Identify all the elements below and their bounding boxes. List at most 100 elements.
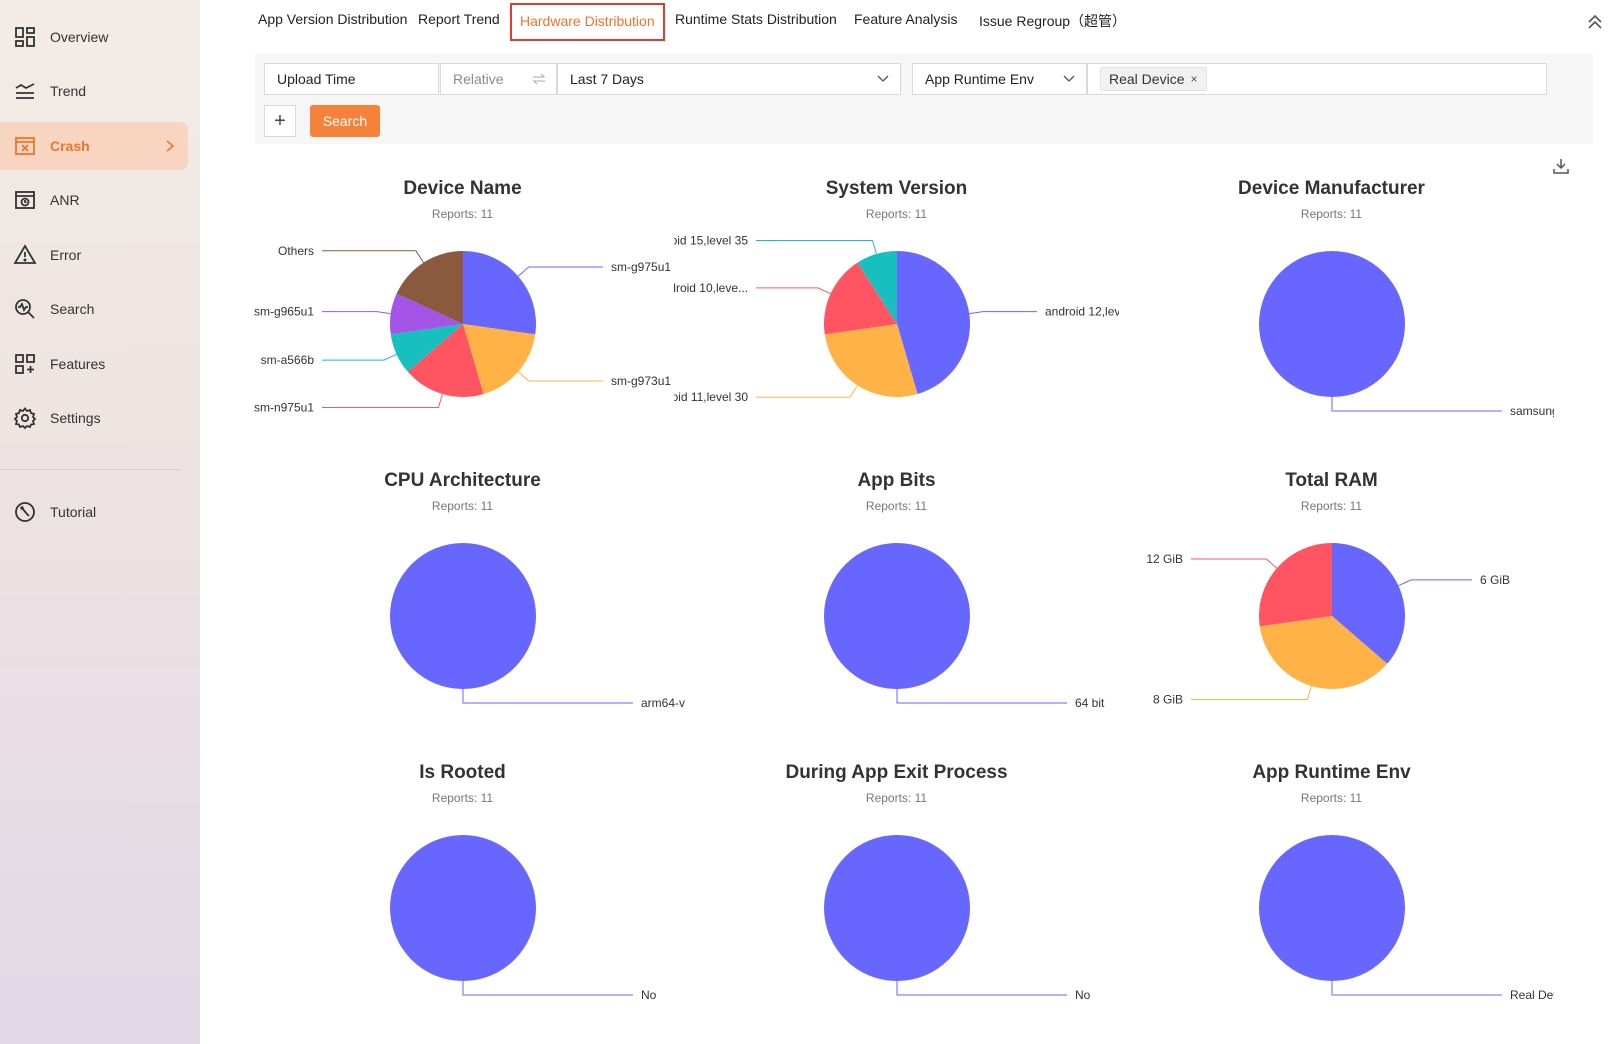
- pie-slice[interactable]: [897, 251, 970, 395]
- chart-title: Total RAM: [1285, 470, 1378, 491]
- sidebar-item-error[interactable]: Error: [0, 231, 188, 279]
- collapse-up-icon[interactable]: [1585, 12, 1605, 32]
- search-button[interactable]: Search: [310, 105, 380, 137]
- sidebar-item-overview[interactable]: Overview: [0, 13, 188, 61]
- pie-chart: Device Name Reports: 11 sm-g975u1 sm-g973u1…: [240, 176, 685, 466]
- pie-svg: sm-g975u1 sm-g973u1 sm-n975u1 sm-a566b sm-g9…: [254, 244, 671, 415]
- tab-runtime-stats-distribution[interactable]: Runtime Stats Distribution: [675, 11, 837, 27]
- pie-chart: Is Rooted Reports: 11 No: [240, 760, 685, 1044]
- pie-slice[interactable]: [857, 251, 897, 324]
- pie-slice-label: No: [641, 988, 657, 1002]
- pie-leader-line: [756, 240, 877, 255]
- sidebar-item-label: Settings: [50, 410, 101, 426]
- pie-slice[interactable]: [390, 543, 536, 689]
- tab-report-trend[interactable]: Report Trend: [418, 11, 500, 27]
- sidebar-item-label: Tutorial: [50, 504, 97, 520]
- search-icon: [15, 299, 35, 319]
- download-icon[interactable]: [1551, 156, 1571, 176]
- pie-slice-label: sm-g975u1: [611, 260, 671, 274]
- pie-slice[interactable]: [824, 262, 897, 335]
- chart-subtitle: Reports: 11: [865, 207, 928, 221]
- tab-hardware-distribution[interactable]: Hardware Distribution: [510, 3, 665, 41]
- pie-slice-label: sm-g965u1: [254, 305, 314, 319]
- sidebar-item-label: Overview: [50, 29, 109, 45]
- pie-slice[interactable]: [390, 293, 463, 335]
- sidebar-item-features[interactable]: Features: [0, 340, 188, 388]
- pie-slice[interactable]: [1259, 251, 1405, 397]
- dashboard-icon: [15, 27, 35, 47]
- chart-subtitle: Reports: 11: [1300, 791, 1363, 805]
- pie-leader-line: [322, 250, 424, 263]
- pie-svg: android 12,lev... android 11,level 30 andr…: [674, 234, 1119, 405]
- chart-subtitle: Reports: 11: [431, 207, 494, 221]
- pie-slice-label: android 10,leve...: [674, 281, 748, 295]
- pie-leader-line: [462, 689, 633, 704]
- sidebar-item-search[interactable]: Search: [0, 285, 188, 333]
- chart-title: System Version: [825, 178, 968, 199]
- chevron-down-icon: [877, 75, 889, 82]
- tab-app-version-distribution[interactable]: App Version Distribution: [258, 11, 408, 27]
- sidebar-item-crash[interactable]: Crash: [0, 122, 188, 170]
- tab-issue-regroup[interactable]: Issue Regroup（超管）: [979, 13, 1127, 29]
- chart-title: App Bits: [857, 470, 936, 491]
- sidebar-item-trend[interactable]: Trend: [0, 67, 188, 115]
- pie-leader-line: [322, 393, 443, 408]
- pie-svg: 64 bit: [824, 543, 1105, 710]
- pie-leader-line: [1398, 579, 1472, 587]
- sidebar-item-tutorial[interactable]: Tutorial: [0, 488, 188, 536]
- add-filter-button[interactable]: +: [264, 105, 296, 137]
- time-mode-toggle[interactable]: Relative: [440, 63, 557, 95]
- sidebar-item-label: Trend: [50, 83, 87, 99]
- sidebar-divider: [0, 469, 180, 470]
- pie-slice-label: android 15,level 35: [674, 234, 748, 248]
- pie-leader-line: [896, 981, 1067, 996]
- trend-icon: [15, 83, 35, 99]
- chart-title: Device Name: [403, 178, 522, 199]
- env-value-multiselect[interactable]: Real Device ×: [1087, 63, 1547, 95]
- chart-title: Device Manufacturer: [1238, 178, 1425, 199]
- filter-tag-label: Real Device: [1109, 71, 1185, 87]
- pie-chart: Total RAM Reports: 11 6 GiB 8 GiB 12 GiB: [1109, 468, 1554, 758]
- pie-slice[interactable]: [407, 324, 484, 397]
- tag-remove-icon[interactable]: ×: [1190, 72, 1198, 86]
- pie-svg: No: [824, 835, 1091, 1002]
- time-field-select[interactable]: Upload Time: [264, 63, 439, 95]
- pie-leader-line: [1331, 981, 1502, 996]
- chart-subtitle: Reports: 11: [1300, 499, 1363, 513]
- pie-slice[interactable]: [390, 835, 536, 981]
- sidebar-item-settings[interactable]: Settings: [0, 394, 188, 442]
- warning-icon: [13, 244, 37, 264]
- pie-slice-label: sm-g973u1: [611, 374, 671, 388]
- tab-bar: App Version Distribution Report Trend Ha…: [222, 0, 1611, 46]
- pie-slice-label: sm-n975u1: [254, 400, 314, 414]
- pie-slice[interactable]: [1259, 616, 1388, 689]
- gear-icon: [13, 407, 37, 430]
- pie-svg: No: [390, 835, 657, 1002]
- pie-leader-line: [462, 981, 633, 996]
- sidebar-item-label: Features: [50, 356, 106, 372]
- pie-slice-label: 6 GiB: [1480, 573, 1510, 587]
- pie-slice[interactable]: [396, 251, 463, 324]
- pie-slice[interactable]: [463, 324, 536, 395]
- pie-leader-line: [1191, 685, 1312, 700]
- time-range-value: Last 7 Days: [570, 71, 644, 87]
- time-field-value: Upload Time: [277, 71, 356, 87]
- pie-slice[interactable]: [463, 251, 536, 335]
- pie-slice[interactable]: [1259, 543, 1332, 627]
- main-content: App Version Distribution Report Trend Ha…: [222, 0, 1611, 1044]
- pie-slice[interactable]: [1332, 543, 1405, 664]
- env-field-select[interactable]: App Runtime Env: [912, 63, 1087, 95]
- pie-slice[interactable]: [824, 324, 918, 397]
- tab-feature-analysis[interactable]: Feature Analysis: [854, 11, 958, 27]
- pie-slice[interactable]: [1259, 835, 1405, 981]
- time-range-select[interactable]: Last 7 Days: [557, 63, 901, 95]
- swap-icon: [532, 73, 546, 85]
- pie-slice[interactable]: [824, 543, 970, 689]
- pie-slice[interactable]: [390, 324, 463, 372]
- sidebar-item-label: Error: [50, 247, 82, 263]
- sidebar-item-anr[interactable]: ANR: [0, 176, 188, 224]
- pie-slice[interactable]: [824, 835, 970, 981]
- pie-leader-line: [517, 371, 603, 382]
- chart-title: CPU Architecture: [384, 470, 541, 491]
